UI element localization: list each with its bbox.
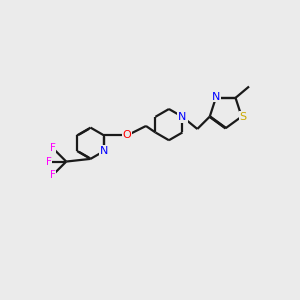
Text: N: N bbox=[100, 146, 108, 156]
Text: F: F bbox=[50, 143, 56, 153]
Text: F: F bbox=[46, 157, 52, 166]
Text: N: N bbox=[178, 112, 187, 122]
Text: F: F bbox=[50, 170, 56, 180]
Text: O: O bbox=[123, 130, 131, 140]
Text: N: N bbox=[212, 92, 220, 101]
Text: S: S bbox=[239, 112, 247, 122]
